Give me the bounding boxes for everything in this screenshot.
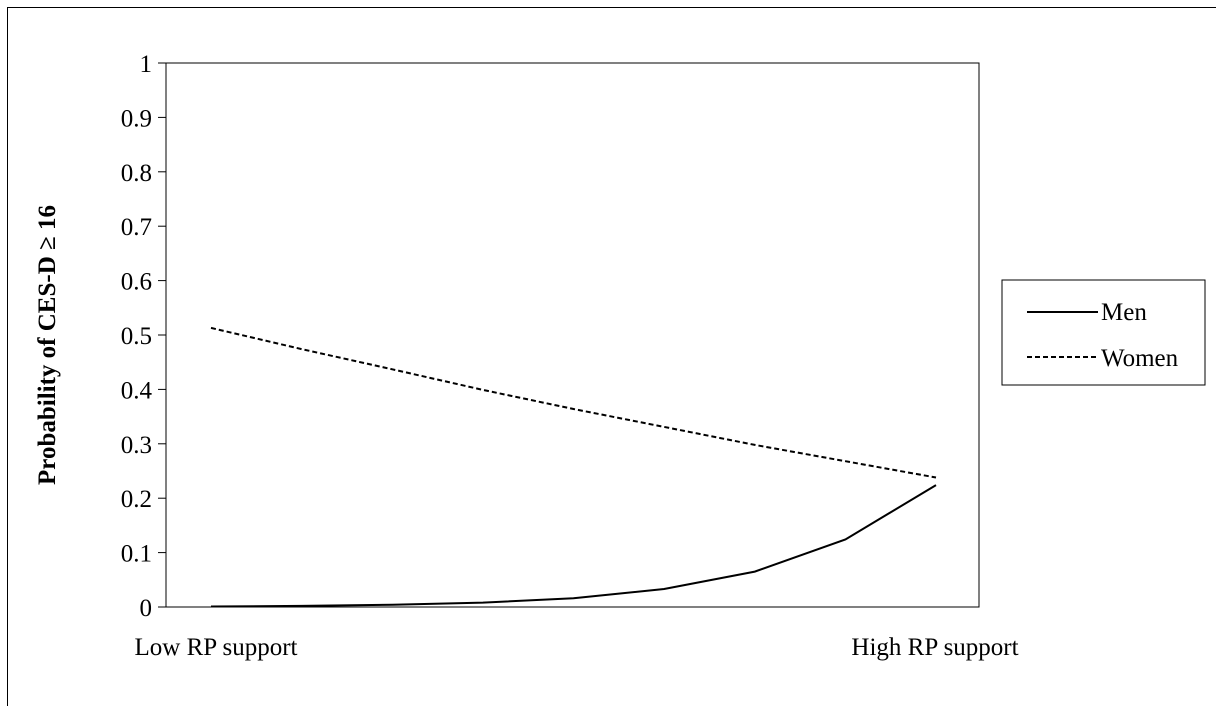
x-label-high: High RP support bbox=[851, 634, 1018, 661]
y-tick-label: 1 bbox=[140, 51, 153, 78]
y-tick-label: 0.6 bbox=[121, 269, 152, 296]
legend-label-women: Women bbox=[1101, 345, 1179, 372]
legend-box bbox=[1001, 279, 1206, 386]
y-tick-label: 0.2 bbox=[121, 486, 152, 513]
series-line-men bbox=[210, 484, 937, 608]
plot-area bbox=[165, 62, 980, 608]
series-lines bbox=[210, 326, 937, 608]
y-tick-label: 0.8 bbox=[121, 160, 152, 187]
series-line-women bbox=[210, 326, 937, 479]
legend-label-men: Men bbox=[1101, 299, 1147, 326]
y-tick-label: 0.9 bbox=[121, 105, 152, 132]
y-tick-label: 0.5 bbox=[121, 323, 152, 350]
y-axis-title: Probability of CES-D ≥ 16 bbox=[34, 205, 61, 485]
x-label-low: Low RP support bbox=[135, 634, 298, 661]
y-tick-label: 0.4 bbox=[121, 377, 153, 404]
chart-frame bbox=[7, 7, 1216, 706]
y-axis: 0 0.1 0.2 0.3 0.4 0.5 0.6 0.7 0.8 0.9 1 bbox=[121, 51, 166, 622]
y-tick-label: 0.7 bbox=[121, 214, 152, 241]
legend: Men Women bbox=[1001, 279, 1206, 386]
y-tick-label: 0 bbox=[140, 595, 153, 622]
y-tick-label: 0.1 bbox=[121, 541, 152, 568]
y-tick-label: 0.3 bbox=[121, 432, 152, 459]
